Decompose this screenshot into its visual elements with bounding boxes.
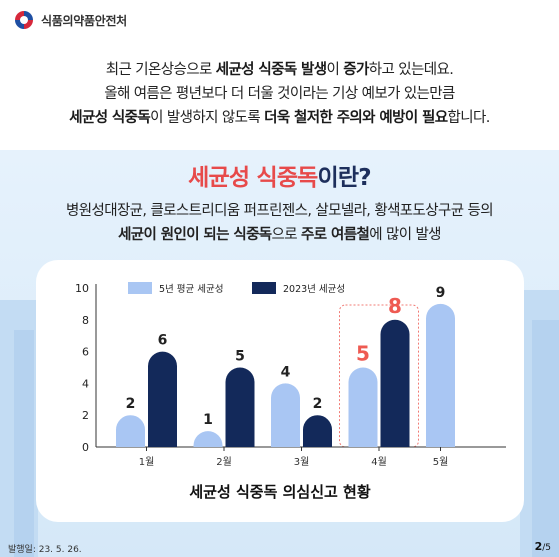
data-label: 9: [436, 285, 446, 301]
y-tick-label: 4: [82, 377, 89, 390]
publish-date: 발행일: 23. 5. 26.: [8, 545, 82, 555]
definition-text-segment: 에 많이 발생: [369, 227, 441, 243]
x-tick-label: 4월: [371, 456, 387, 468]
intro-emphasis: 세균성 식중독 발생: [215, 62, 327, 78]
data-label: 2: [126, 396, 136, 412]
intro-text-segment: 최근 기온상승으로: [105, 62, 216, 78]
organization-name: 식품의약품안전처: [41, 13, 127, 28]
building-left-decoration: [14, 330, 34, 557]
intro-text-segment: 이: [326, 62, 344, 78]
bar-5yr-avg: [116, 415, 145, 447]
x-tick-label: 2월: [216, 456, 232, 468]
definition-emphasis: 세균이 원인이 되는 식중독: [118, 227, 272, 243]
building-right-decoration: [532, 320, 559, 557]
y-tick-label: 6: [82, 346, 89, 359]
data-label: 1: [203, 412, 213, 428]
intro-emphasis: 더욱 철저한 주의와 예방이 필요: [264, 110, 448, 126]
intro-line-2: 올해 여름은 평년보다 더 더울 것이라는 기상 예보가 있는만큼: [104, 86, 455, 102]
legend-label: 2023년 세균성: [283, 284, 345, 295]
section-heading: 세균성 식중독이란?: [0, 158, 559, 192]
page-total: /5: [542, 543, 551, 553]
legend-swatch: [252, 282, 276, 294]
bar-5yr-avg: [426, 303, 455, 447]
definition-text: 병원성대장균, 클로스트리디움 퍼프린젠스, 살모넬라, 황색포도상구균 등의 …: [0, 199, 559, 247]
definition-text-segment: 으로: [271, 227, 302, 243]
bar-2023: [303, 415, 332, 447]
y-tick-label: 8: [82, 314, 89, 327]
x-tick-label: 1월: [139, 456, 155, 468]
definition-emphasis: 주로 여름철: [301, 227, 370, 243]
bar-5yr-avg: [271, 383, 300, 447]
bar-5yr-avg: [348, 367, 378, 447]
bar-2023: [148, 351, 177, 447]
government-emblem-icon: [13, 9, 35, 31]
data-label: 6: [158, 333, 168, 349]
intro-line-3: 세균성 식중독이 발생하지 않도록 더욱 철저한 주의와 예방이 필요합니다.: [0, 106, 559, 130]
intro-emphasis: 증가: [343, 62, 369, 78]
page-indicator: 2/5: [535, 540, 551, 553]
intro-text-segment: 합니다.: [447, 110, 491, 126]
definition-line-1: 병원성대장균, 클로스트리디움 퍼프린젠스, 살모넬라, 황색포도상구균 등의: [65, 203, 494, 219]
y-tick-label: 0: [82, 441, 89, 454]
heading-highlight: 세균성 식중독: [188, 165, 318, 191]
bar-2023: [380, 319, 410, 447]
bar-2023: [225, 367, 255, 447]
intro-emphasis: 세균성 식중독: [69, 110, 151, 126]
intro-text: 최근 기온상승으로 세균성 식중독 발생이 증가하고 있는데요. 올해 여름은 …: [0, 58, 559, 130]
data-label: 4: [281, 364, 291, 380]
bar-5yr-avg: [193, 431, 223, 447]
heading-rest: 이란?: [317, 165, 372, 191]
x-tick-label: 3월: [294, 456, 310, 468]
definition-line-2: 세균이 원인이 되는 식중독으로 주로 여름철에 많이 발생: [0, 223, 559, 247]
y-tick-label: 10: [75, 282, 89, 295]
data-label: 5: [235, 349, 245, 365]
intro-line-1: 최근 기온상승으로 세균성 식중독 발생이 증가하고 있는데요.: [0, 58, 559, 82]
intro-text-segment: 이 발생하지 않도록: [150, 110, 265, 126]
y-tick-label: 2: [82, 409, 89, 422]
legend-swatch: [128, 282, 152, 294]
header: 식품의약품안전처: [13, 8, 127, 32]
chart-card: 0 2 4 6 8 10 2 6 1월 1 5 2월 4 2 3월 5 8 4월 9 5월 5년 평균 세균성 2023년…: [36, 260, 524, 522]
data-label: 8: [388, 294, 402, 318]
data-label: 5: [356, 342, 370, 366]
intro-text-segment: 하고 있는데요.: [368, 62, 454, 78]
x-tick-label: 5월: [433, 456, 449, 468]
chart-title: 세균성 식중독 의심신고 현황: [189, 483, 370, 501]
page-number: 2: [534, 540, 543, 553]
data-label: 2: [313, 396, 323, 412]
legend-label: 5년 평균 세균성: [159, 284, 224, 295]
